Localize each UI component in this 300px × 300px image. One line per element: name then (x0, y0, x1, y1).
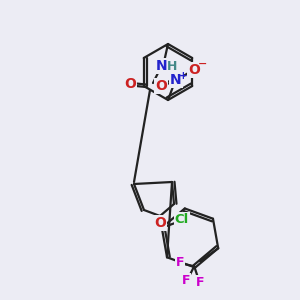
Text: O: O (188, 63, 200, 77)
Text: O: O (154, 216, 166, 230)
Text: O: O (155, 79, 167, 93)
Text: +: + (178, 71, 188, 81)
Text: F: F (196, 276, 204, 289)
Text: N: N (170, 73, 182, 87)
Text: −: − (198, 59, 208, 69)
Text: N: N (156, 59, 168, 73)
Text: F: F (182, 274, 190, 287)
Text: H: H (167, 59, 177, 73)
Text: Cl: Cl (175, 213, 189, 226)
Text: F: F (176, 256, 184, 269)
Text: O: O (124, 77, 136, 91)
